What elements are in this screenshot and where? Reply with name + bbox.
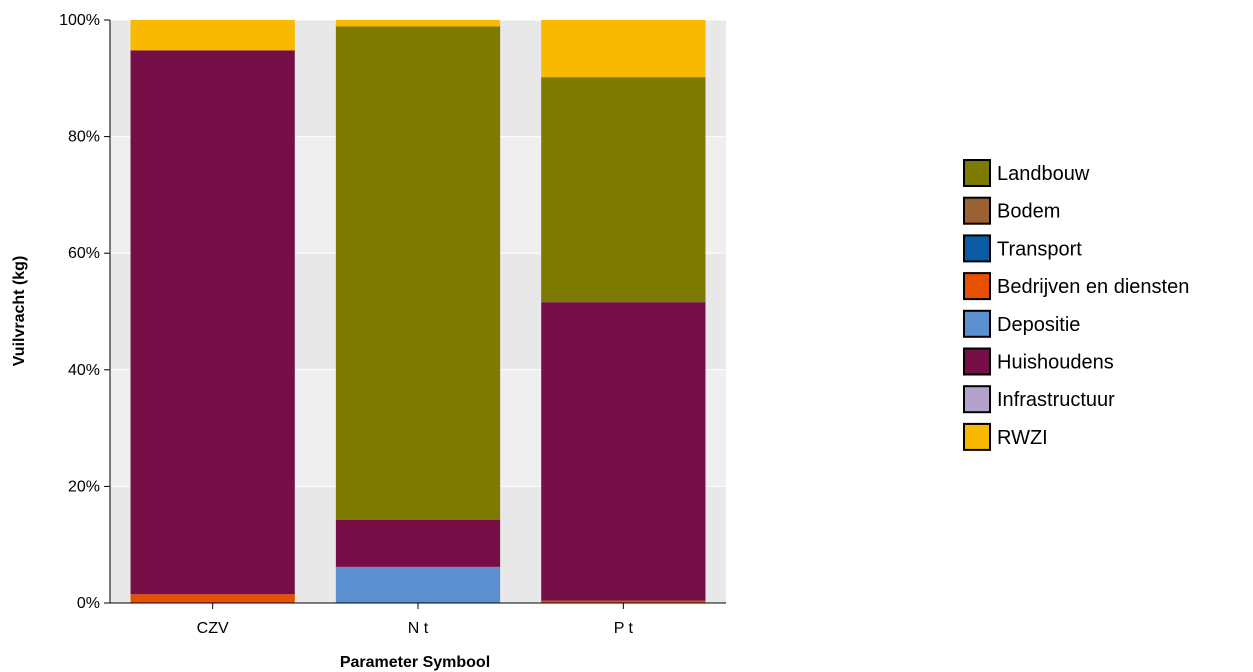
x-tick-label: N t	[408, 620, 429, 637]
bar-segment	[335, 20, 501, 27]
legend-swatch	[963, 159, 991, 187]
y-tick-label: 100%	[59, 12, 100, 29]
legend-label: Infrastructuur	[997, 389, 1115, 411]
y-tick-label: 80%	[68, 129, 100, 146]
x-axis-title: Parameter Symbool	[340, 654, 490, 671]
bar-segment	[130, 20, 295, 51]
bar-segment	[335, 519, 501, 567]
legend-label: Depositie	[997, 314, 1080, 336]
x-tick-label: CZV	[197, 620, 229, 637]
y-tick-label: 0%	[77, 595, 100, 612]
legend-swatch	[963, 196, 991, 225]
legend-swatch	[963, 234, 991, 263]
bar-segment	[541, 600, 706, 603]
legend-swatch	[963, 309, 991, 338]
legend: Landbouw Bodem Transport Bedrijven en diens…	[963, 159, 1189, 451]
legend-swatch	[963, 272, 991, 301]
bar-segment	[541, 302, 706, 601]
bar-segment	[130, 50, 295, 595]
legend-label: RWZI	[997, 427, 1048, 449]
y-tick-label: 20%	[68, 478, 100, 495]
bar-segment	[335, 26, 501, 520]
legend-label: Transport	[997, 238, 1082, 260]
legend-label: Huishoudens	[997, 352, 1114, 374]
y-tick-label: 40%	[68, 362, 100, 379]
y-tick-label: 60%	[68, 245, 100, 262]
bar-segment	[130, 594, 295, 603]
legend-swatch	[963, 347, 991, 376]
legend-label: Landbouw	[997, 163, 1090, 185]
legend-label: Bedrijven en diensten	[997, 276, 1189, 298]
axes-layer: 0% 20% 40% 60% 80% 100% CZV N t P t	[59, 12, 726, 637]
legend-label: Bodem	[997, 201, 1060, 223]
bars-layer	[130, 20, 706, 603]
x-tick-label: P t	[614, 620, 634, 637]
bar-segment	[335, 566, 501, 603]
legend-swatch	[963, 422, 991, 451]
bar-segment	[541, 77, 706, 303]
y-axis-title: Vuilvracht (kg)	[11, 256, 28, 367]
bar-segment	[541, 20, 706, 78]
legend-swatch	[963, 385, 991, 414]
